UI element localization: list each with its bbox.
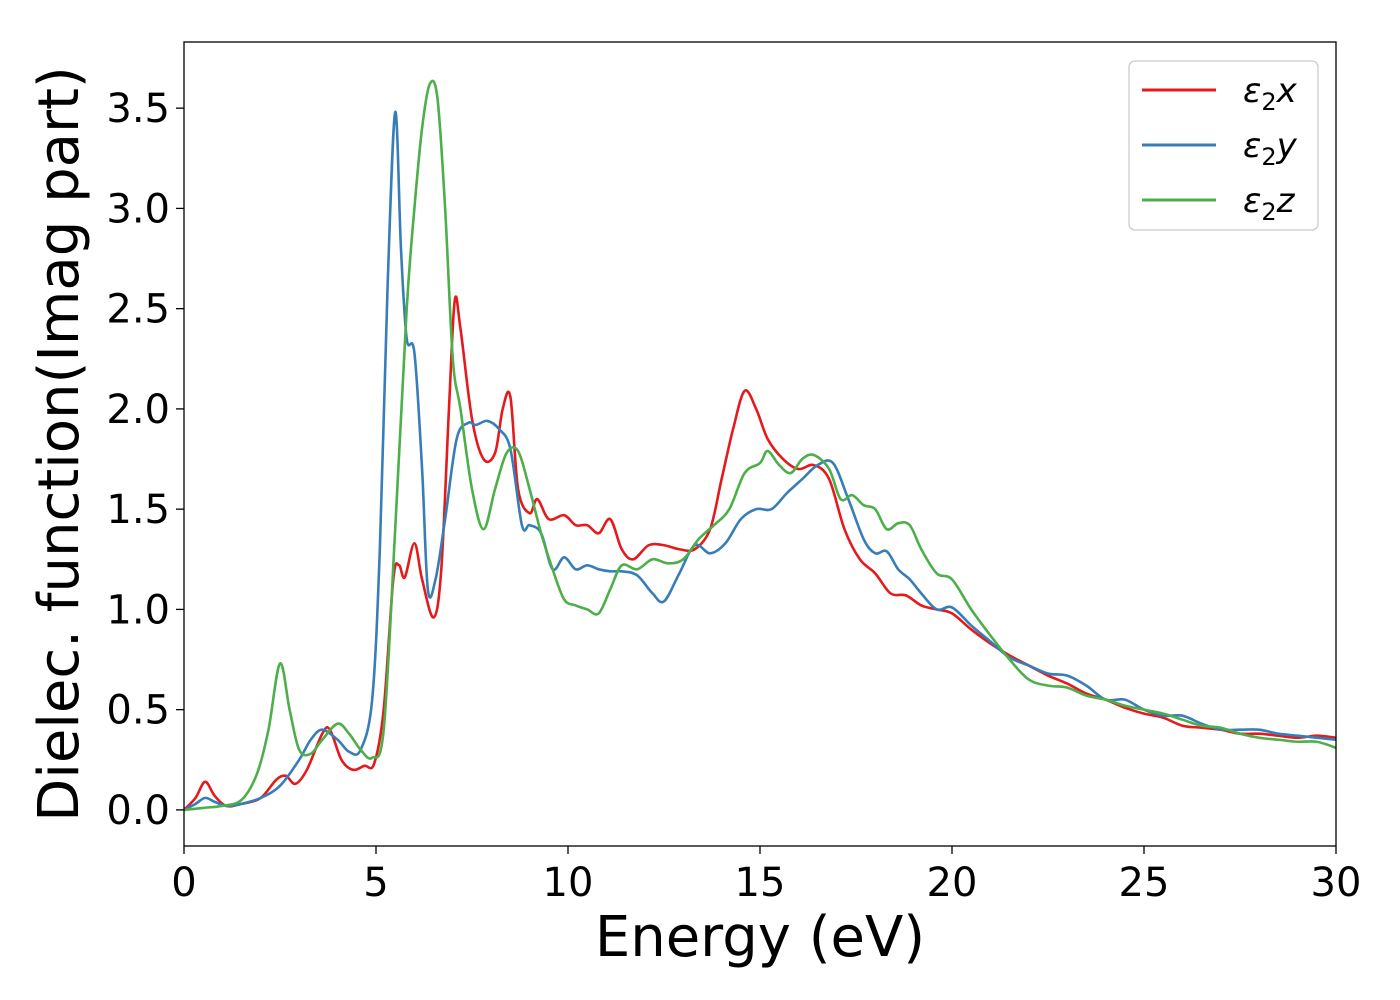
x-tick-label: 30 (1311, 860, 1362, 906)
x-axis: 0 5 10 15 20 25 30 (171, 846, 1361, 906)
y-axis-title: Dielec. function(Imag part) (27, 66, 92, 822)
x-tick-label: 0 (171, 860, 196, 906)
x-tick-label: 20 (927, 860, 978, 906)
y-tick-label: 0.5 (106, 688, 170, 734)
x-tick-label: 25 (1119, 860, 1170, 906)
legend-box (1128, 60, 1319, 231)
x-tick-label: 10 (543, 860, 594, 906)
y-tick-label: 1.5 (106, 487, 170, 533)
x-tick-label: 15 (735, 860, 786, 906)
series-line-x (184, 295, 1336, 812)
series-line-z (184, 79, 1336, 812)
legend: ε2x ε2y ε2z (1128, 60, 1319, 231)
y-tick-label: 1.0 (106, 587, 170, 633)
y-tick-label: 0.0 (106, 788, 170, 834)
y-tick-label: 3.0 (106, 186, 170, 232)
y-tick-label: 2.0 (106, 387, 170, 433)
y-tick-label: 2.5 (106, 287, 170, 333)
x-tick-label: 5 (363, 860, 388, 906)
y-axis: 0.0 0.5 1.0 1.5 2.0 2.5 3.0 3.5 (106, 86, 184, 834)
legend-label-x: ε2x (1243, 71, 1298, 116)
legend-label-y: ε2y (1243, 126, 1298, 171)
x-axis-title: Energy (eV) (595, 905, 925, 970)
legend-label-z: ε2z (1243, 181, 1296, 226)
series-layer (184, 79, 1336, 812)
y-tick-label: 3.5 (106, 86, 170, 132)
